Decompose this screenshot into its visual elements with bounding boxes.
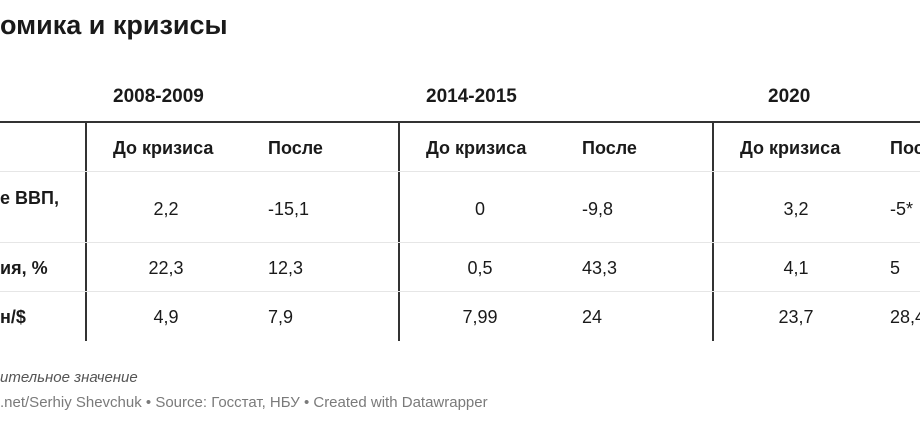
table-cell: 28,4	[890, 307, 920, 327]
group-header-2008-2009: 2008-2009	[113, 86, 204, 107]
column-separator	[85, 123, 87, 341]
table-cell: 3,2	[783, 199, 809, 219]
subheader-before: До кризиса	[113, 138, 214, 158]
table-cell: 4,9	[153, 307, 179, 327]
table-cell: -9,8	[582, 199, 614, 219]
table-cell: 7,9	[268, 307, 294, 327]
source-credit: .net/Serhiy Shevchuk • Source: Госстат, …	[0, 394, 488, 411]
subheader-after: После	[268, 138, 323, 158]
subheader-after: После	[890, 138, 920, 158]
footnote: ительное значение	[0, 369, 138, 386]
header-rule	[0, 121, 920, 123]
subheader-before: До кризиса	[426, 138, 527, 158]
table-cell: 24	[582, 307, 603, 327]
table-cell: -15,1	[268, 199, 310, 219]
table-cell: 7,99	[462, 307, 498, 327]
subheader-before: До кризиса	[740, 138, 841, 158]
row-divider	[0, 291, 920, 292]
row-divider	[0, 242, 920, 243]
table-cell: 0	[474, 199, 486, 219]
group-header-2014-2015: 2014-2015	[426, 86, 517, 107]
row-label: ия, %	[0, 258, 48, 278]
table-cell: 5	[890, 258, 901, 278]
table-cell: 23,7	[778, 307, 814, 327]
row-label: н/$	[0, 307, 26, 327]
table-cell: -5*	[890, 199, 914, 219]
table-cell: 0,5	[467, 258, 493, 278]
table-cell: 2,2	[153, 199, 179, 219]
subheader-after: После	[582, 138, 637, 158]
table-cell: 4,1	[783, 258, 809, 278]
table-cell: 22,3	[148, 258, 184, 278]
row-label: е ВВП,	[0, 188, 59, 208]
column-separator	[712, 123, 714, 341]
column-separator	[398, 123, 400, 341]
row-divider	[0, 171, 920, 172]
page-title: омика и кризисы	[0, 10, 228, 40]
group-header-2020: 2020	[768, 86, 811, 107]
table-cell: 43,3	[582, 258, 618, 278]
table-cell: 12,3	[268, 258, 304, 278]
